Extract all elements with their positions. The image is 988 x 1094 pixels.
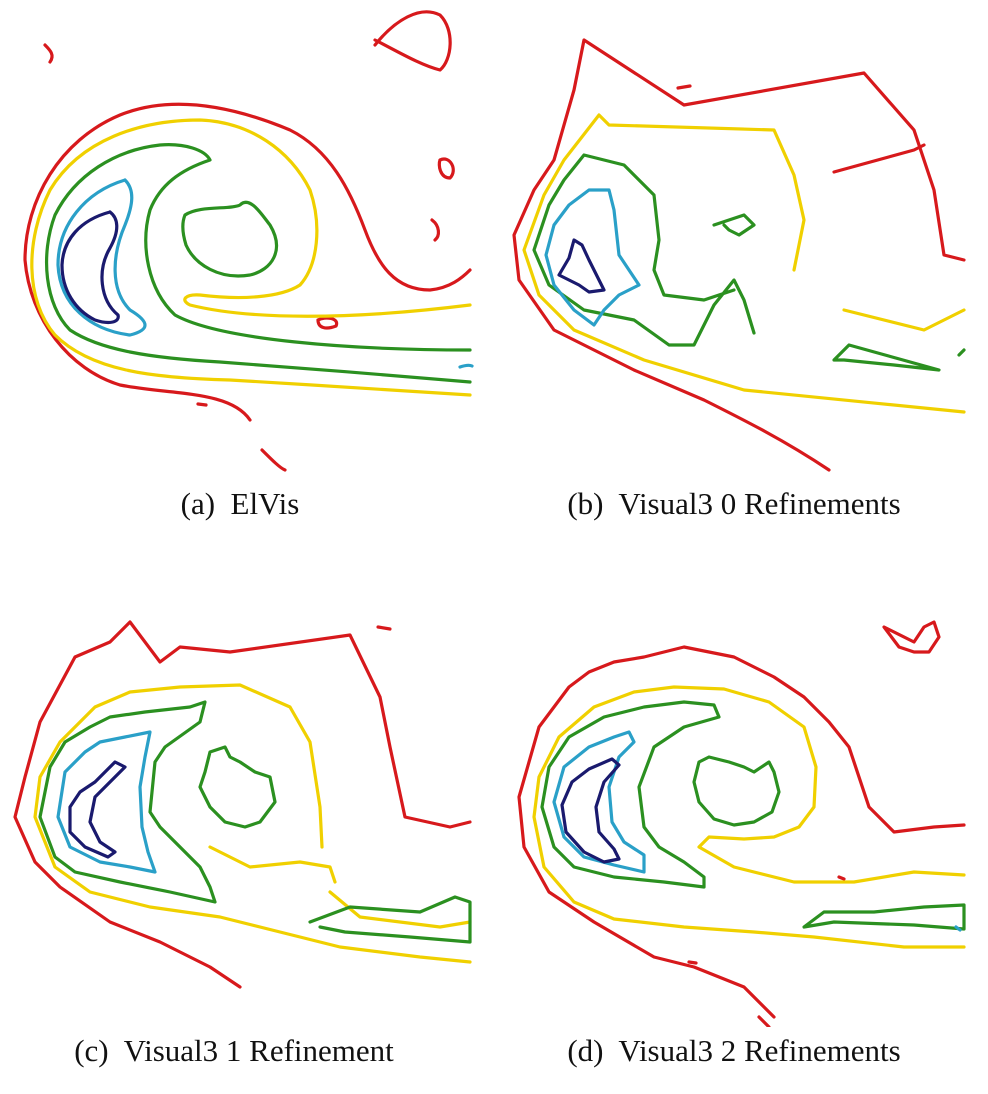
contour-red	[882, 620, 941, 654]
contour-green	[957, 348, 966, 357]
contour-red	[196, 402, 208, 407]
contour-green	[802, 903, 966, 931]
contour-navy	[60, 210, 120, 325]
contour-green	[532, 153, 756, 347]
contour-red	[517, 645, 966, 1019]
contour-green	[308, 895, 472, 944]
contour-red	[676, 84, 692, 90]
caption-a: (a) ElVis	[180, 486, 300, 521]
contour-red	[512, 38, 966, 472]
contour-cyan	[954, 925, 962, 932]
contour-cyan	[552, 730, 646, 874]
caption-d: (d) Visual3 2 Refinements	[567, 1033, 901, 1068]
contour-yellow	[30, 118, 472, 397]
contour-navy	[557, 238, 606, 294]
caption-c: (c) Visual3 1 Refinement	[74, 1033, 394, 1068]
contour-red	[373, 10, 452, 72]
caption-b: (b) Visual3 0 Refinements	[567, 486, 901, 521]
panel-d: (d) Visual3 2 Refinements	[494, 547, 988, 1094]
panel-c: (c) Visual3 1 Refinement	[0, 547, 494, 1094]
contour-cyan	[56, 178, 147, 337]
contour-red	[430, 218, 440, 242]
panel-b: (b) Visual3 0 Refinements	[494, 0, 988, 547]
contour-red	[316, 316, 339, 330]
contour-cyan	[56, 730, 157, 874]
contour-plot-b	[512, 38, 966, 472]
contour-green	[198, 745, 277, 829]
contour-yellow	[842, 308, 966, 332]
contour-red	[260, 448, 287, 472]
panel-a: (a) ElVis	[0, 0, 494, 547]
contour-cyan	[458, 363, 474, 369]
contour-green	[712, 213, 756, 237]
contour-red	[757, 1015, 771, 1027]
contour-green	[540, 700, 721, 889]
contour-red	[437, 157, 455, 180]
contour-red	[376, 625, 392, 631]
contour-yellow	[208, 845, 337, 884]
contour-green	[45, 143, 472, 384]
contour-navy	[560, 757, 621, 864]
contour-green	[181, 200, 278, 278]
contour-yellow	[328, 890, 472, 929]
contour-red	[43, 43, 54, 64]
contour-green	[832, 343, 941, 372]
contour-plot-a	[23, 10, 474, 472]
contour-yellow	[522, 113, 966, 414]
contour-plot-c	[13, 620, 472, 989]
contour-red	[837, 875, 846, 881]
contour-red	[23, 102, 472, 422]
contour-red	[832, 143, 926, 174]
contour-green	[692, 755, 781, 827]
contour-cyan	[544, 188, 641, 327]
contour-green	[38, 700, 217, 904]
contour-red	[687, 960, 698, 965]
contour-red	[13, 620, 472, 989]
contour-navy	[68, 760, 127, 859]
contour-yellow	[532, 685, 966, 949]
contour-yellow	[33, 683, 472, 964]
contour-plot-d	[517, 620, 966, 1027]
